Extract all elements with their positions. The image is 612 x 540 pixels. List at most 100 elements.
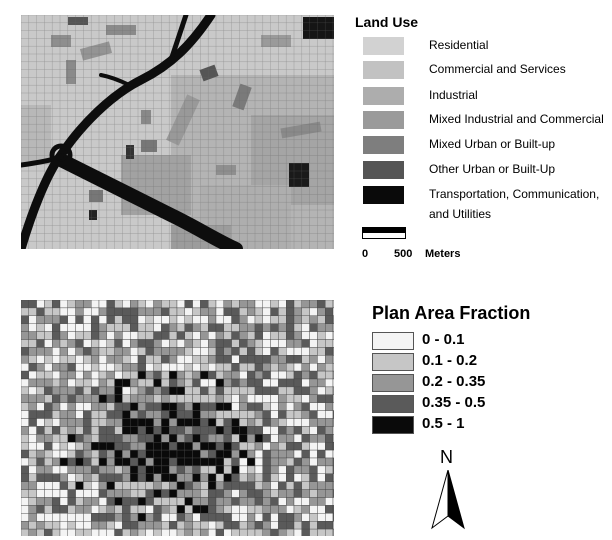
grid-cell	[184, 331, 193, 340]
grid-cell	[83, 394, 92, 403]
grid-cell	[192, 528, 201, 536]
grid-cell	[184, 418, 193, 427]
grid-cell	[28, 347, 37, 356]
grid-cell	[215, 300, 225, 309]
grid-cell	[98, 363, 108, 372]
grid-cell	[317, 505, 326, 514]
grid-cell	[67, 378, 76, 388]
grid-cell	[67, 370, 76, 380]
grid-cell	[192, 370, 201, 380]
grid-cell	[36, 339, 45, 348]
grid-cell	[309, 323, 318, 332]
patch-mixed-urban	[89, 190, 103, 202]
grid-cell	[286, 363, 295, 372]
grid-cell	[309, 370, 318, 380]
land-use-map	[21, 15, 334, 249]
grid-cell	[293, 386, 303, 396]
grid-cell	[137, 473, 147, 482]
grid-cell	[215, 505, 225, 514]
grid-cell	[254, 481, 264, 490]
grid-cell	[309, 505, 318, 514]
grid-cell	[83, 386, 92, 396]
grid-cell	[317, 378, 326, 388]
grid-cell	[332, 355, 334, 364]
grid-cell	[168, 513, 178, 522]
grid-cell	[286, 520, 295, 530]
grid-cell	[176, 520, 186, 530]
grid-cell	[192, 434, 201, 443]
grid-cell	[52, 441, 61, 451]
grid-cell	[207, 363, 217, 372]
grid-cell	[176, 513, 186, 522]
grid-cell	[36, 426, 45, 435]
grid-cell	[36, 473, 45, 482]
grid-cell	[286, 434, 295, 443]
grid-cell	[207, 307, 217, 317]
grid-cell	[161, 513, 170, 522]
grid-cell	[200, 363, 209, 372]
grid-cell	[215, 378, 225, 388]
legend-label: 0.5 - 1	[422, 415, 465, 432]
grid-cell	[192, 410, 201, 419]
grid-cell	[176, 505, 186, 514]
legend-swatch	[363, 111, 404, 129]
grid-cell	[246, 394, 256, 403]
grid-cell	[215, 481, 225, 490]
grid-cell	[200, 441, 209, 451]
grid-cell	[129, 497, 139, 506]
grid-cell	[52, 315, 61, 324]
grid-cell	[52, 505, 61, 514]
grid-cell	[207, 528, 217, 536]
grid-cell	[239, 513, 248, 522]
grid-cell	[44, 355, 53, 364]
grid-cell	[293, 473, 303, 482]
grid-cell	[122, 426, 131, 435]
grid-cell	[122, 347, 131, 356]
grid-cell	[176, 378, 186, 388]
grid-cell	[293, 300, 303, 309]
grid-cell	[239, 520, 248, 530]
grid-cell	[215, 528, 225, 536]
grid-cell	[278, 473, 287, 482]
grid-cell	[176, 441, 186, 451]
grid-cell	[262, 410, 271, 419]
grid-cell	[184, 355, 193, 364]
grid-cell	[153, 378, 162, 388]
grid-cell	[200, 386, 209, 396]
grid-cell	[176, 386, 186, 396]
grid-cell	[52, 418, 61, 427]
grid-cell	[207, 418, 217, 427]
grid-cell	[262, 434, 271, 443]
grid-cell	[246, 347, 256, 356]
grid-cell	[67, 394, 76, 403]
grid-cell	[106, 339, 115, 348]
grid-cell	[28, 489, 37, 498]
grid-cell	[153, 355, 162, 364]
grid-cell	[239, 307, 248, 317]
grid-cell	[75, 378, 84, 388]
grid-cell	[278, 331, 287, 340]
grid-cell	[36, 300, 45, 309]
grid-cell	[317, 339, 326, 348]
grid-cell	[137, 386, 147, 396]
grid-cell	[75, 513, 84, 522]
grid-cell	[52, 410, 61, 419]
grid-cell	[145, 441, 154, 451]
grid-cell	[106, 497, 115, 506]
grid-cell	[153, 370, 162, 380]
grid-cell	[83, 520, 92, 530]
grid-cell	[301, 394, 310, 403]
grid-cell	[161, 505, 170, 514]
grid-cell	[293, 465, 303, 474]
grid-cell	[106, 363, 115, 372]
grid-cell	[325, 394, 334, 403]
grid-cell	[309, 473, 318, 482]
grid-cell	[90, 473, 100, 482]
grid-cell	[28, 426, 37, 435]
grid-cell	[200, 489, 209, 498]
grid-cell	[332, 426, 334, 435]
grid-cells	[21, 300, 334, 536]
grid-cell	[278, 497, 287, 506]
grid-cell	[145, 465, 154, 474]
grid-cell	[67, 457, 76, 467]
